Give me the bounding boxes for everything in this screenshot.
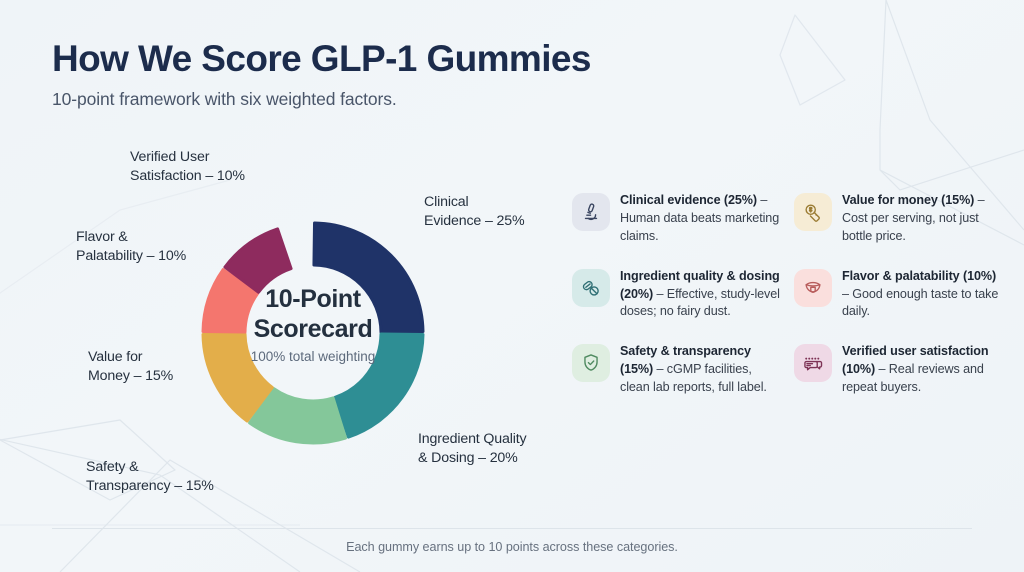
microscope-icon [572, 193, 610, 231]
legend-grid: Clinical evidence (25%) – Human data bea… [572, 192, 1004, 397]
shield-check-icon [572, 344, 610, 383]
donut-slice[interactable] [201, 268, 259, 334]
donut-slice-label: Clinical Evidence – 25% [424, 194, 525, 229]
donut-slice-label: Verified User Satisfaction – 10% [130, 149, 245, 184]
legend-card[interactable]: Ingredient quality & dosing (20%) – Effe… [572, 268, 782, 322]
donut-slice[interactable] [201, 332, 274, 423]
legend-card-title: Verified user satisfaction (10%) [842, 344, 989, 377]
legend-card-text: Clinical evidence (25%) – Human data bea… [620, 192, 782, 246]
footer-divider [52, 528, 972, 529]
footer-note: Each gummy earns up to 10 points across … [346, 540, 678, 554]
legend-card-text: Flavor & palatability (10%) – Good enoug… [842, 268, 1004, 322]
legend-card-title: Value for money (15%) [842, 193, 975, 207]
legend-card-text: Safety & transparency (15%) – cGMP facil… [620, 343, 782, 397]
mouth-tongue-icon [794, 268, 832, 307]
donut-slice-group [201, 221, 425, 445]
legend-card-body: – Real reviews and repeat buyers. [842, 362, 984, 394]
legend-card[interactable]: Clinical evidence (25%) – Human data bea… [572, 192, 782, 246]
legend-card[interactable]: Safety & transparency (15%) – cGMP facil… [572, 343, 782, 397]
donut-slice[interactable] [223, 227, 293, 294]
legend-card-text: Verified user satisfaction (10%) – Real … [842, 343, 1004, 397]
legend-card-body: – Effective, study-level doses; no fairy… [620, 286, 780, 319]
legend-card[interactable]: Verified user satisfaction (10%) – Real … [794, 343, 1004, 397]
donut-slice-label: Safety & Transparency – 15% [86, 459, 214, 494]
legend-card-text: Value for money (15%) – Cost per serving… [842, 192, 1004, 246]
capsule-pills-icon [572, 268, 610, 307]
donut-slice-label: Ingredient Quality & Dosing – 20% [418, 431, 527, 466]
legend-card[interactable]: Flavor & palatability (10%) – Good enoug… [794, 268, 1004, 322]
donut-chart: Clinical Evidence – 25% Ingredient Qualit… [0, 140, 560, 520]
legend-card-text: Ingredient quality & dosing (20%) – Effe… [620, 268, 782, 322]
legend-card-title: Flavor & palatability (10%) [842, 268, 997, 283]
page-title: How We Score GLP-1 Gummies [52, 38, 591, 79]
donut-chart-svg [201, 221, 425, 445]
dollar-tag-icon [794, 193, 832, 231]
donut-slice-label: Value for Money – 15% [88, 349, 174, 384]
legend-card-title: Clinical evidence (25%) [620, 193, 757, 207]
legend-card-title: Ingredient quality & dosing (20%) [620, 268, 780, 301]
legend-card-body: – Cost per serving, not just bottle pric… [842, 193, 985, 243]
donut-slice[interactable] [333, 332, 425, 439]
page-subtitle: 10-point framework with six weighted fac… [52, 89, 397, 110]
legend-card[interactable]: Value for money (15%) – Cost per serving… [794, 192, 1004, 246]
review-stars-chat-icon [794, 344, 832, 383]
donut-slice[interactable] [312, 221, 425, 334]
donut-slice[interactable] [248, 387, 348, 445]
legend-card-title: Safety & transparency (15%) [620, 344, 751, 377]
legend-card-body: – Good enough taste to take daily. [842, 286, 999, 319]
legend-card-body: – cGMP facilities, clean lab reports, fu… [620, 362, 767, 394]
donut-slice-label: Flavor & Palatability – 10% [76, 229, 187, 264]
header: How We Score GLP-1 Gummies 10-point fram… [52, 38, 752, 110]
legend-card-body: – Human data beats marketing claims. [620, 193, 780, 243]
